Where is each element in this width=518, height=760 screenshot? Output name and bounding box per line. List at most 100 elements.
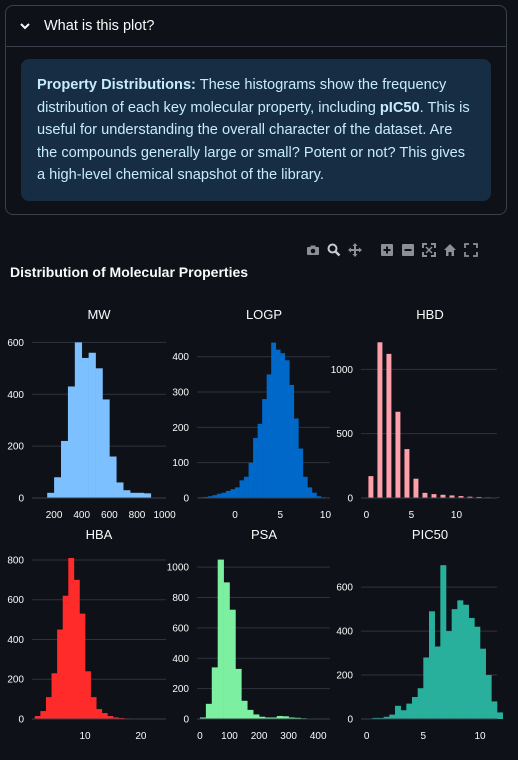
info-box: Property Distributions: These histograms… [21, 59, 491, 201]
psa-bar [282, 716, 289, 719]
pic50-bar [474, 626, 481, 719]
mw-bar [95, 368, 103, 498]
fullscreen-icon[interactable] [463, 242, 479, 258]
psa-bar [229, 609, 236, 719]
home-icon[interactable] [442, 242, 458, 258]
pic50-bar [395, 705, 401, 719]
psa-bar [235, 668, 242, 719]
hba-bar [62, 595, 69, 719]
mw-bar [143, 493, 152, 498]
pic50-bar [491, 701, 498, 719]
expander: What is this plot? Property Distribution… [5, 5, 507, 215]
psa-bar [217, 559, 224, 719]
logp-bar [235, 487, 240, 498]
mw-ytick-label: 0 [18, 494, 24, 505]
pic50-ytick-label: 0 [347, 715, 353, 726]
hbd-bar [395, 411, 401, 498]
logp-bar [307, 487, 313, 498]
mw-bar [74, 342, 83, 498]
logp-ytick-label: 300 [172, 388, 189, 399]
hbd-bar [404, 449, 410, 498]
psa-bar [223, 582, 230, 719]
hbd-xtick-label: 5 [409, 510, 415, 521]
pic50-xtick-label: 0 [364, 731, 370, 742]
mw-bar [109, 456, 117, 498]
pic50-bar [429, 611, 435, 719]
expander-header[interactable]: What is this plot? [6, 6, 506, 47]
psa-ytick-label: 1000 [167, 563, 190, 574]
logp-bar [230, 489, 236, 498]
hbd-bar [413, 478, 419, 498]
pic50-bar [412, 697, 418, 719]
hbd-bar [386, 353, 392, 498]
mw-bar [67, 386, 76, 498]
camera-icon[interactable] [305, 242, 321, 258]
pan-icon[interactable] [347, 242, 363, 258]
hba-ytick-label: 200 [7, 675, 24, 686]
mw-xtick-label: 400 [73, 510, 90, 521]
info-text-1: These histograms show the frequency dist… [37, 77, 447, 116]
logp-ytick-label: 0 [183, 494, 189, 505]
hba-ytick-label: 0 [18, 715, 24, 726]
psa-bar [211, 667, 218, 719]
logp-bar [221, 492, 227, 498]
psa-bar [276, 715, 284, 719]
logp-bar [244, 476, 249, 498]
mw-bar [136, 492, 145, 498]
logp-bar [207, 496, 213, 498]
mw-bar [61, 440, 69, 498]
autoscale-icon[interactable] [421, 242, 437, 258]
logp-bar [280, 353, 286, 498]
hba-bar [73, 579, 80, 719]
hbd-ytick-label: 0 [347, 494, 353, 505]
mw-bar [88, 352, 96, 498]
pic50-bar [423, 657, 430, 719]
psa-bar [264, 717, 272, 719]
logp-bar [248, 462, 254, 498]
pic50-bar [485, 675, 492, 719]
psa-ytick-label: 200 [172, 684, 189, 695]
psa-xtick-label: 400 [310, 731, 327, 742]
psa-bar [294, 717, 301, 719]
logp-bar [212, 495, 218, 498]
psa-ytick-label: 400 [172, 654, 189, 665]
expander-title: What is this plot? [44, 18, 155, 34]
hbd-bar [440, 494, 446, 498]
hba-bar [79, 613, 86, 719]
mw-bar [130, 492, 138, 498]
hba-bar [68, 557, 75, 719]
logp-bar [216, 493, 222, 498]
hba-bar [90, 697, 97, 719]
pic50-bar [468, 617, 475, 719]
hbd-xtick-label: 0 [364, 510, 370, 521]
psa-xtick-label: 300 [280, 731, 297, 742]
hba-bar [51, 673, 58, 719]
logp-xtick-label: 10 [320, 510, 332, 521]
logp-xtick-label: 5 [277, 510, 283, 521]
zoom-out-icon[interactable] [400, 242, 416, 258]
logp-bar [316, 496, 322, 498]
logp-bar [271, 342, 277, 498]
hba-bar [45, 697, 52, 719]
hbd-bar [449, 495, 455, 498]
zoom-icon[interactable] [326, 242, 342, 258]
psa-xtick-label: 0 [197, 731, 203, 742]
psa-bar [247, 709, 254, 719]
psa-ytick-label: 0 [183, 715, 189, 726]
hba-bar [34, 716, 41, 719]
pic50-ytick-label: 400 [336, 627, 353, 638]
mw-bar [123, 490, 131, 498]
psa-bar [270, 717, 278, 719]
logp-subplot-title: LOGP [246, 307, 282, 322]
logp-bar [302, 476, 308, 498]
hbd-bar [476, 496, 482, 498]
logp-bar [289, 384, 295, 498]
pic50-bar [417, 688, 424, 719]
pic50-bar [383, 716, 390, 719]
psa-bar [259, 716, 266, 719]
hba-ytick-label: 600 [7, 595, 24, 606]
hbd-xtick-label: 10 [451, 510, 463, 521]
zoom-in-icon[interactable] [379, 242, 395, 258]
info-bold-lead: Property Distributions: [37, 77, 196, 93]
